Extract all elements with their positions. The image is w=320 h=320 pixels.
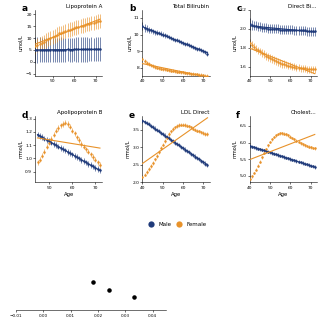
Text: d: d [22,111,28,120]
Point [90,279,95,284]
Text: Direct Bi...: Direct Bi... [288,4,317,9]
Text: b: b [129,4,135,13]
X-axis label: Age: Age [171,192,181,197]
Y-axis label: umol/L: umol/L [19,35,23,51]
Text: f: f [236,111,240,120]
Text: LDL Direct: LDL Direct [181,110,210,115]
Text: Cholest...: Cholest... [291,110,317,115]
X-axis label: Age: Age [278,192,288,197]
Y-axis label: umol/L: umol/L [233,35,237,51]
Text: Lipoprotein A: Lipoprotein A [66,4,102,9]
Text: a: a [22,4,28,13]
Point [131,294,136,300]
Y-axis label: mmol/L: mmol/L [18,140,23,158]
Text: Apolipoprotein B: Apolipoprotein B [57,110,102,115]
Y-axis label: umol/L: umol/L [127,35,132,51]
Y-axis label: mmol/L: mmol/L [232,140,237,158]
Point [107,287,112,292]
Y-axis label: mmol/L: mmol/L [125,140,130,158]
Text: Total Bilirubin: Total Bilirubin [172,4,210,9]
X-axis label: Age: Age [64,192,74,197]
Text: e: e [129,111,135,120]
Text: c: c [236,4,242,13]
Legend: Male, Female: Male, Female [143,220,209,229]
